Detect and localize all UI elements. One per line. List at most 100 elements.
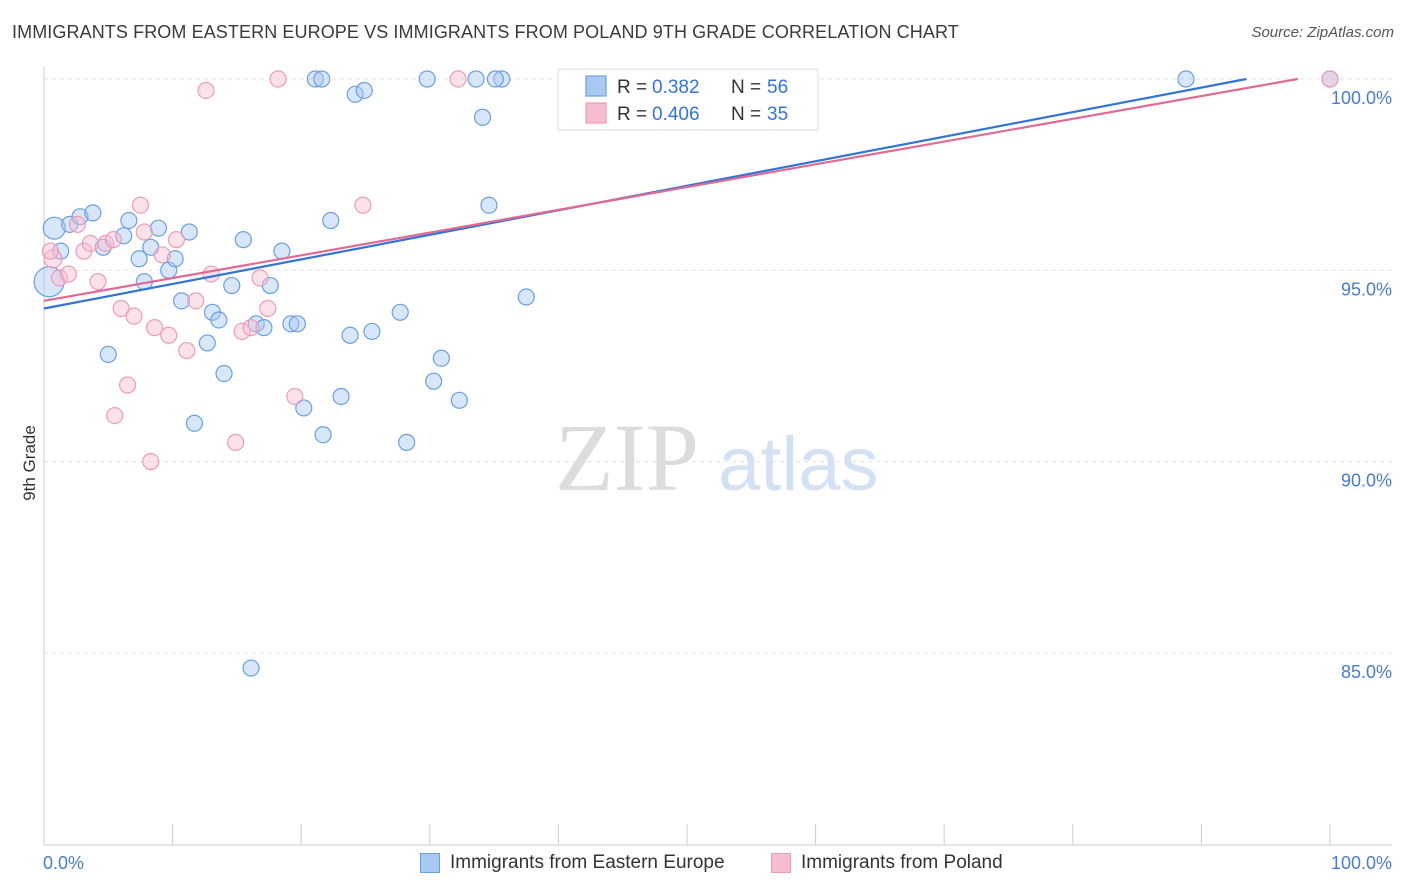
point-series1-18: [160, 326, 178, 344]
point-series0-15: [173, 292, 191, 310]
point-series1-7: [97, 234, 115, 253]
point-series0-50: [486, 70, 504, 88]
point-series0-47: [473, 108, 492, 126]
x-tick-label-1: 100.0%: [1331, 853, 1392, 873]
tick-labels: 100.0% 95.0% 90.0% 85.0% 0.0% 100.0%: [43, 88, 1392, 873]
point-series1-34: [41, 242, 60, 260]
stats-r-label-2: R =: [617, 104, 647, 125]
point-series0-29: [282, 315, 300, 333]
point-series1-1: [50, 269, 69, 287]
point-series1-6: [89, 273, 107, 291]
y-tick-label-3: 85.0%: [1341, 662, 1392, 682]
point-series1-16: [145, 319, 164, 337]
point-series0-51: [517, 288, 535, 306]
point-series1-23: [202, 265, 220, 283]
legend-swatch-pink: [771, 853, 791, 873]
point-series0-8: [120, 211, 138, 230]
point-series1-15: [142, 452, 160, 471]
point-series1-9: [106, 407, 124, 425]
legend-item-eastern-europe[interactable]: Immigrants from Eastern Europe: [420, 852, 725, 874]
point-series1-12: [125, 307, 143, 325]
y-tick-label-1: 95.0%: [1341, 279, 1392, 299]
point-series1-32: [449, 70, 467, 88]
y-axis-label: 9th Grade: [20, 425, 39, 501]
watermark: ZIP atlas: [555, 404, 879, 511]
point-series0-17: [185, 414, 204, 432]
point-series0-9: [130, 250, 148, 268]
point-series0-23: [234, 231, 252, 249]
point-series0-48: [480, 196, 498, 214]
point-series0-52: [1177, 70, 1195, 88]
stats-swatch-blue: [585, 75, 607, 97]
point-series1-14: [135, 223, 153, 241]
point-series0-14: [166, 250, 184, 268]
point-series0-7: [115, 227, 133, 245]
point-series0-55: [313, 70, 331, 88]
point-series0-31: [295, 399, 313, 417]
y-tick-label-0: 100.0%: [1331, 88, 1392, 108]
grid-lines: [44, 78, 1392, 654]
stats-r-label-1: R =: [617, 77, 647, 98]
chart-title: IMMIGRANTS FROM EASTERN EUROPE VS IMMIGR…: [12, 22, 959, 42]
trend-lines: [43, 77, 1299, 310]
point-series0-30: [288, 315, 306, 333]
point-series1-5: [81, 234, 99, 253]
point-series1-11: [118, 376, 137, 394]
point-series0-36: [341, 326, 359, 344]
point-series1-31: [354, 196, 372, 214]
legend-label-eastern-europe: Immigrants from Eastern Europe: [450, 852, 725, 873]
point-series0-22: [223, 276, 241, 295]
axes: [43, 67, 1392, 846]
point-series0-39: [363, 322, 381, 341]
point-series0-18: [198, 334, 216, 352]
point-series0-0: [42, 216, 66, 240]
stats-legend: R = 0.382 N = 56 R = 0.406 N = 35: [557, 68, 819, 131]
point-series1-24: [227, 433, 245, 451]
point-series0-38: [355, 81, 373, 100]
stats-n-value-1: 56: [767, 77, 788, 98]
point-series1-30: [286, 387, 304, 406]
point-series0-32: [306, 70, 324, 88]
point-series1-21: [187, 292, 205, 310]
point-series0-21: [215, 364, 233, 383]
legend-label-poland: Immigrants from Poland: [801, 852, 1003, 873]
point-series1-28: [259, 299, 277, 318]
point-series0-46: [467, 70, 485, 88]
point-series0-49: [493, 70, 511, 88]
point-series1-25: [233, 322, 251, 341]
point-series1-3: [68, 215, 87, 233]
point-series0-4: [84, 204, 102, 222]
point-series0-16: [180, 223, 198, 241]
point-series0-43: [425, 372, 443, 390]
point-series1-13: [131, 196, 150, 214]
y-tick-label-2: 90.0%: [1341, 471, 1392, 491]
point-series0-45: [450, 391, 468, 409]
point-series1-2: [59, 265, 78, 283]
point-series0-35: [332, 387, 350, 406]
point-series0-12: [149, 219, 168, 237]
source-label: Source: ZipAtlas.com: [1251, 24, 1394, 41]
point-series0-20: [210, 311, 228, 329]
watermark-atlas: atlas: [718, 422, 879, 507]
point-series0-6: [99, 345, 117, 363]
point-series0-41: [398, 433, 416, 451]
point-series0-34: [322, 211, 340, 230]
stats-r-value-2: 0.406: [652, 104, 700, 125]
legend-item-poland[interactable]: Immigrants from Poland: [771, 852, 1003, 874]
stats-n-label-2: N =: [731, 104, 761, 125]
point-series0-42: [418, 70, 436, 88]
legend-swatch-blue: [420, 853, 440, 873]
point-series1-29: [269, 70, 287, 88]
stats-n-label-1: N =: [731, 77, 761, 98]
point-series1-27: [251, 269, 269, 287]
point-series0-40: [391, 303, 409, 321]
point-series1-26: [242, 319, 260, 337]
point-series1-10: [112, 299, 130, 318]
point-series0-44: [432, 349, 450, 367]
trend-line-series1: [43, 77, 1299, 302]
point-series1-22: [197, 81, 215, 100]
watermark-zip: ZIP: [555, 404, 699, 511]
data-points: [33, 70, 1339, 677]
point-series1-19: [167, 231, 186, 249]
